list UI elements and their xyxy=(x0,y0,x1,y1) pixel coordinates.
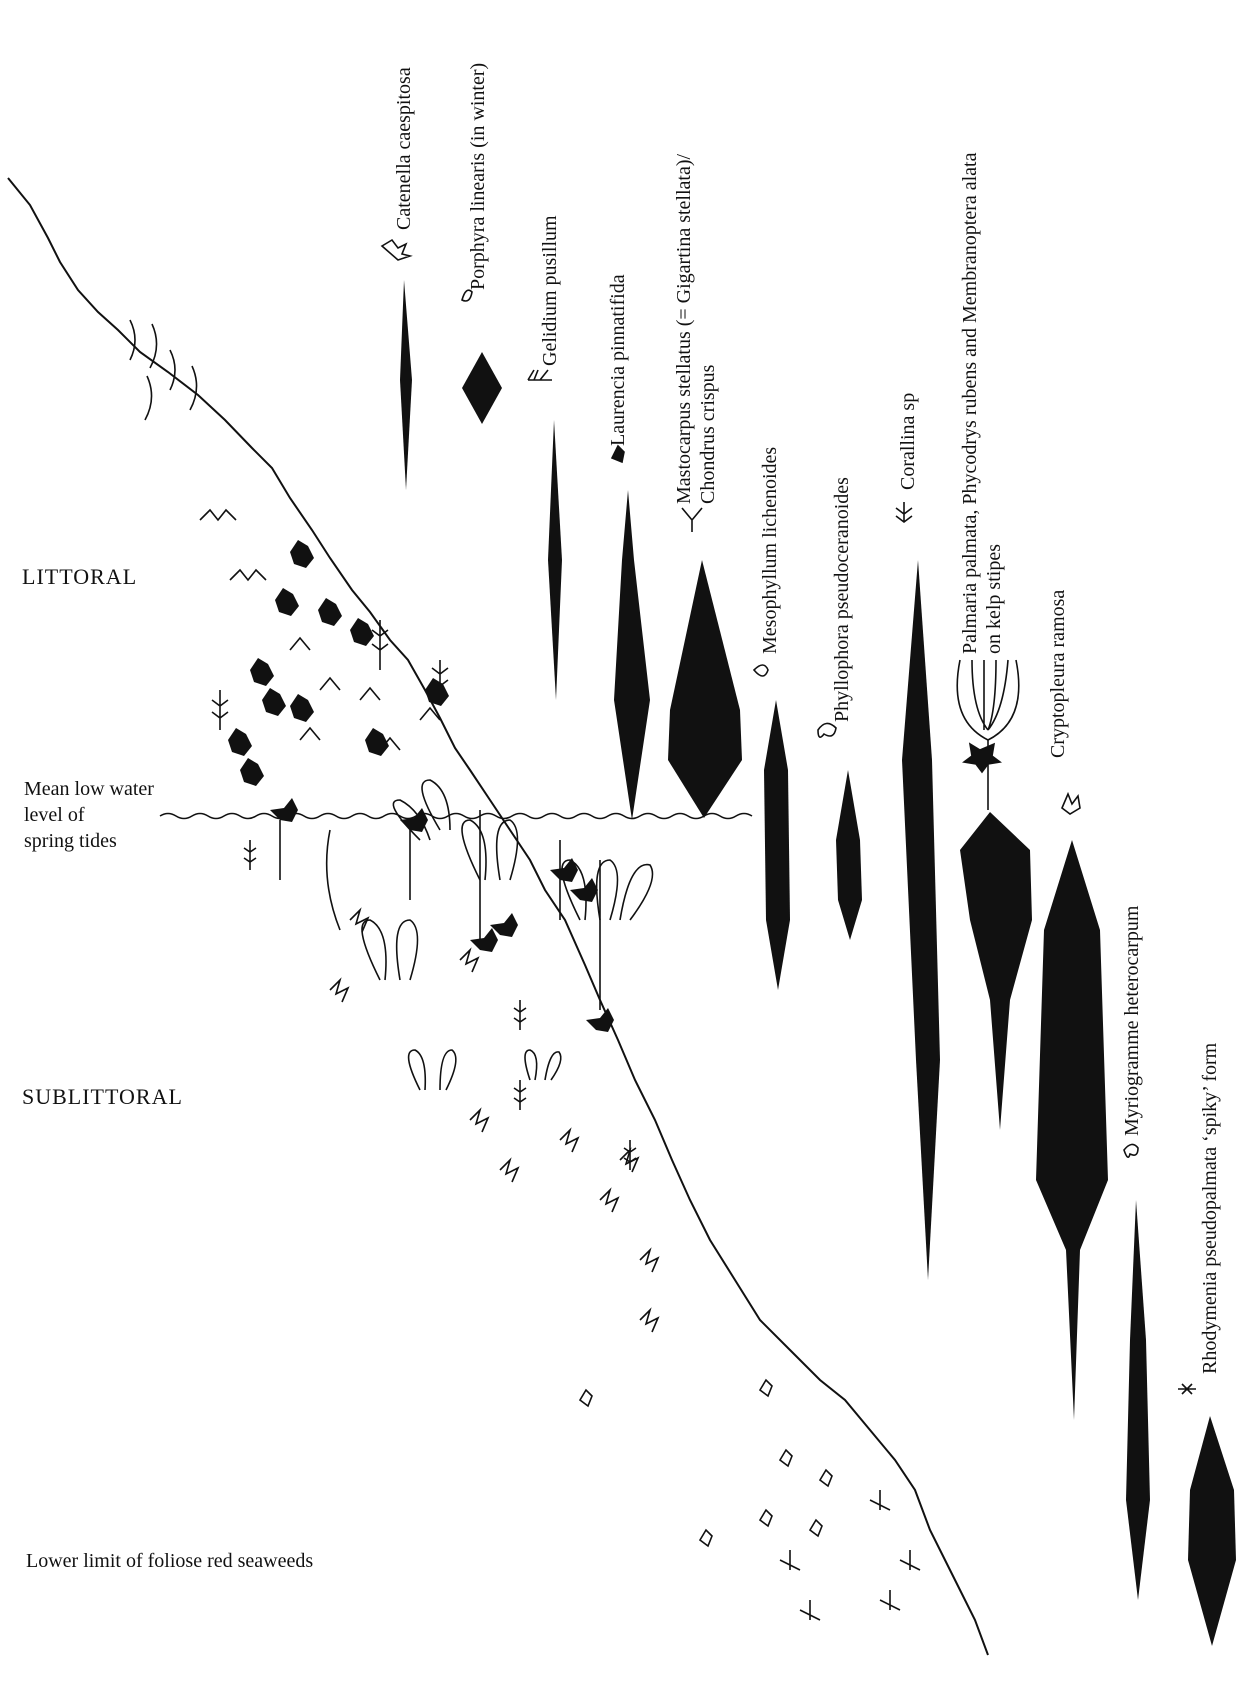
species-label-laurencia: Laurencia pinnatifida xyxy=(606,274,630,446)
sublittoral-dark-holdfasts xyxy=(270,798,614,1032)
mastocarpus-range-bar xyxy=(668,560,742,818)
species-label-cryptopleura: Cryptopleura ramosa xyxy=(1046,590,1070,758)
lower-limit-label: Lower limit of foliose red seaweeds xyxy=(26,1550,314,1572)
kelp-icon xyxy=(956,659,1020,810)
shore-profile-line xyxy=(7,177,989,1656)
water-surface-line xyxy=(159,812,753,820)
laurencia-icon xyxy=(610,444,625,464)
zone-label-sublittoral: SUBLITTORAL xyxy=(22,1084,183,1109)
porphyra-range-bar xyxy=(462,352,502,424)
species-label-mesophyllum: Mesophyllum lichenoides xyxy=(758,447,782,654)
species-label-line: Rhodymenia pseudopalmata ‘spiky’ form xyxy=(1199,1042,1221,1374)
gelidium-range-bar xyxy=(548,420,562,700)
species-label-mastocarpus: Mastocarpus stellatus (= Gigartina stell… xyxy=(672,154,720,504)
porphyra-icon xyxy=(461,289,473,302)
species-label-line: Myriogramme heterocarpum xyxy=(1121,905,1143,1136)
cryptopleura-range-bar xyxy=(1036,840,1108,1420)
mesophyllum-icon xyxy=(752,664,769,677)
species-label-line: Mesophyllum lichenoides xyxy=(759,446,781,654)
sublittoral-seaweed-drawings xyxy=(243,779,921,1621)
species-label-corallina: Corallina sp xyxy=(896,393,920,490)
species-label-line: Mastocarpus stellatus (= Gigartina stell… xyxy=(673,153,695,504)
species-label-line: Gelidium pusillum xyxy=(539,215,561,366)
species-label-catenella: Catenella caespitosa xyxy=(392,67,416,230)
species-label-porphyra: Porphyra linearis (in winter) xyxy=(466,63,490,290)
species-label-line: Corallina sp xyxy=(897,392,919,490)
depth-range-bars xyxy=(400,280,1236,1646)
mean-low-water-line-2: level of xyxy=(24,804,85,826)
catenella-range-bar xyxy=(400,280,412,490)
gelidium-icon xyxy=(527,369,552,381)
species-label-line: Cryptopleura ramosa xyxy=(1047,589,1069,758)
mesophyllum-range-bar xyxy=(764,700,790,990)
phyllophora-range-bar xyxy=(836,770,862,940)
corallina-range-bar xyxy=(902,560,940,1280)
littoral-dark-seaweed-blobs xyxy=(228,540,449,786)
rhodymenia-icon xyxy=(1178,1383,1196,1395)
mean-low-water-line-1: Mean low water xyxy=(24,778,154,800)
species-label-rhodymenia: Rhodymenia pseudopalmata ‘spiky’ form xyxy=(1198,1043,1222,1374)
rhodymenia-range-bar xyxy=(1188,1416,1236,1646)
cryptopleura-icon xyxy=(1061,791,1081,815)
species-label-line: Chondrus crispus xyxy=(697,364,719,504)
catenella-icon xyxy=(380,238,413,261)
species-label-line: Porphyra linearis (in winter) xyxy=(467,62,489,290)
species-icons xyxy=(380,238,1196,1395)
zone-label-littoral: LITTORAL xyxy=(22,564,138,589)
species-label-palmaria: Palmaria palmata, Phycodrys rubens and M… xyxy=(958,153,1006,655)
laurencia-range-bar xyxy=(614,490,650,820)
palmaria-range-bar xyxy=(960,812,1032,1130)
species-label-phyllophora: Phyllophora pseudoceranoides xyxy=(830,477,854,722)
species-label-line: Laurencia pinnatifida xyxy=(607,274,629,446)
species-label-myriogramme: Myriogramme heterocarpum xyxy=(1120,906,1144,1136)
species-label-line: on kelp stipes xyxy=(983,544,1005,654)
mastocarpus-icon xyxy=(681,507,703,532)
phyllophora-icon xyxy=(817,722,837,738)
myriogramme-range-bar xyxy=(1126,1200,1150,1600)
mean-low-water-line-3: spring tides xyxy=(24,830,117,852)
species-label-gelidium: Gelidium pusillum xyxy=(538,215,562,366)
corallina-icon xyxy=(895,502,913,523)
myriogramme-icon xyxy=(1123,1143,1139,1158)
species-label-line: Palmaria palmata, Phycodrys rubens and M… xyxy=(959,152,981,655)
species-label-line: Phyllophora pseudoceranoides xyxy=(831,477,853,722)
mean-low-water-label: Mean low water level of spring tides xyxy=(24,776,154,854)
species-label-line: Catenella caespitosa xyxy=(393,67,415,230)
